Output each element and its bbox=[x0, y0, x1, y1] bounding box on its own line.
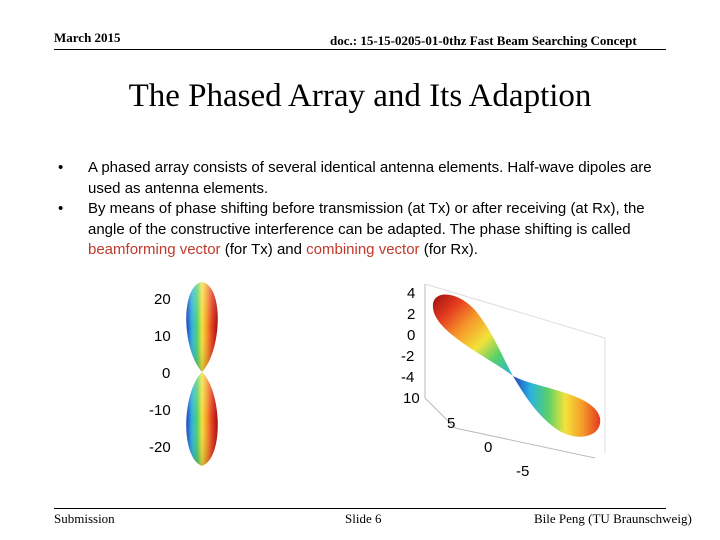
header-date: March 2015 bbox=[54, 30, 121, 45]
right-z-tick: 0 bbox=[407, 327, 416, 344]
header-doc-id: doc.: 15-15-0205-01-0thz Fast Beam Searc… bbox=[330, 33, 637, 48]
right-x-tick: 0 bbox=[484, 439, 493, 456]
right-x-tick: 10 bbox=[403, 390, 420, 407]
footer-author: Bile Peng (TU Braunschweig) bbox=[534, 511, 692, 526]
steered-array-pattern-figure bbox=[395, 278, 620, 478]
header-rule bbox=[54, 49, 666, 50]
axis-frame bbox=[424, 284, 596, 459]
upper-left-lobe bbox=[432, 294, 513, 376]
bullet-text-2a: By means of phase shifting before transm… bbox=[88, 200, 645, 238]
left-z-tick: 10 bbox=[154, 328, 171, 345]
bullet-marker: • bbox=[58, 200, 64, 217]
footer-rule bbox=[54, 508, 666, 509]
steered-pattern-graphic bbox=[424, 283, 606, 459]
bullet-marker: • bbox=[58, 159, 64, 176]
lower-lobe-shade bbox=[186, 372, 218, 466]
left-z-tick: 0 bbox=[162, 365, 171, 382]
combining-vector-term: combining vector bbox=[306, 241, 420, 258]
lower-right-lobe bbox=[513, 376, 601, 437]
bullet-text-2c: (for Rx). bbox=[419, 241, 478, 258]
right-z-tick: 4 bbox=[407, 285, 416, 302]
footer-slide-number: Slide 6 bbox=[345, 511, 382, 526]
right-z-tick: -2 bbox=[401, 348, 415, 365]
dipole-pattern-graphic bbox=[186, 282, 218, 466]
right-z-tick: -4 bbox=[401, 369, 415, 386]
right-z-tick: 2 bbox=[407, 306, 416, 323]
bullet-list: • A phased array consists of several ide… bbox=[58, 158, 668, 261]
footer-submission: Submission bbox=[54, 511, 115, 526]
bullet-item-1: • A phased array consists of several ide… bbox=[58, 158, 668, 199]
upper-lobe-shade bbox=[186, 282, 218, 372]
right-x-tick: -5 bbox=[516, 463, 530, 480]
dipole-radiation-pattern-figure bbox=[140, 280, 240, 475]
bullet-item-2: • By means of phase shifting before tran… bbox=[58, 199, 668, 261]
beamforming-vector-term: beamforming vector bbox=[88, 241, 221, 258]
bullet-text-1: A phased array consists of several ident… bbox=[88, 159, 652, 197]
left-z-tick: 20 bbox=[154, 291, 171, 308]
slide-title: The Phased Array and Its Adaption bbox=[128, 78, 592, 114]
left-z-tick: -10 bbox=[149, 402, 171, 419]
left-z-tick: -20 bbox=[149, 439, 171, 456]
right-x-tick: 5 bbox=[447, 415, 456, 432]
axis-frame-back bbox=[424, 283, 606, 453]
bullet-text-2b: (for Tx) and bbox=[220, 241, 307, 258]
